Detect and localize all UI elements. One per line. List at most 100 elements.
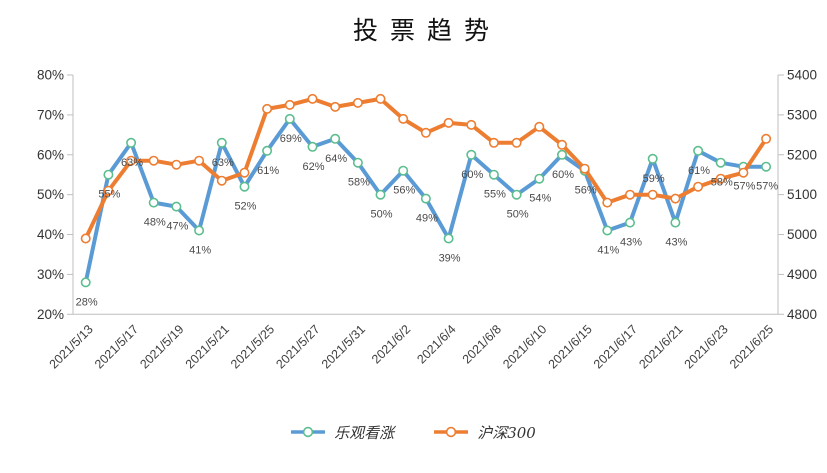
data-point-marker: [579, 163, 590, 174]
data-point-marker: [420, 127, 431, 138]
data-point-marker: [534, 121, 545, 132]
x-axis-tick-label: 2021/6/21: [636, 322, 685, 371]
data-point-label: 41%: [597, 245, 619, 257]
data-point-marker: [624, 189, 635, 200]
x-axis-tick-label: 2021/5/21: [183, 322, 232, 371]
data-point-marker: [466, 119, 477, 130]
data-point-label: 59%: [643, 173, 665, 185]
legend-item-optimistic[interactable]: 乐观看涨: [291, 422, 394, 443]
x-axis-tick-label: 2021/6/2: [369, 322, 413, 366]
data-point-label: 52%: [234, 201, 256, 213]
data-point-marker: [466, 149, 477, 160]
data-point-label: 62%: [302, 161, 324, 173]
legend-item-csi300[interactable]: 沪深300: [434, 422, 536, 443]
data-point-label: 49%: [416, 213, 438, 225]
left-axis-tick-label: 60%: [37, 147, 64, 162]
x-axis-tick-label: 2021/6/10: [500, 322, 549, 371]
data-point-marker: [103, 169, 114, 180]
left-axis-tick-label: 50%: [37, 187, 64, 202]
data-point-label: 57%: [733, 181, 755, 193]
data-point-label: 39%: [439, 253, 461, 265]
data-point-label: 61%: [257, 165, 279, 177]
x-axis-tick-label: 2021/5/25: [228, 322, 277, 371]
legend-marker-optimistic: [291, 426, 326, 438]
left-axis-tick-label: 30%: [37, 267, 64, 282]
data-point-marker: [148, 155, 159, 166]
data-point-marker: [171, 201, 182, 212]
data-point-marker: [602, 197, 613, 208]
data-point-marker: [398, 165, 409, 176]
right-axis-tick-label: 5100: [787, 187, 817, 202]
data-point-marker: [738, 167, 749, 178]
data-point-marker: [647, 153, 658, 164]
left-axis-tick-label: 80%: [37, 68, 64, 83]
data-point-label: 57%: [756, 181, 778, 193]
right-axis-tick-label: 5400: [787, 68, 817, 83]
left-axis-tick-label: 40%: [37, 227, 64, 242]
data-point-marker: [262, 145, 273, 156]
data-point-marker: [488, 137, 499, 148]
data-point-label: 43%: [665, 237, 687, 249]
right-axis-tick-label: 5300: [787, 107, 817, 122]
data-point-marker: [216, 137, 227, 148]
data-point-marker: [216, 175, 227, 186]
data-point-marker: [602, 225, 613, 236]
data-point-label: 56%: [575, 185, 597, 197]
data-point-marker: [330, 133, 341, 144]
right-axis-tick-label: 5200: [787, 147, 817, 162]
data-point-marker: [148, 197, 159, 208]
data-point-marker: [534, 173, 545, 184]
data-point-label: 41%: [189, 245, 211, 257]
data-point-marker: [80, 233, 91, 244]
data-point-marker: [420, 193, 431, 204]
data-point-label: 60%: [552, 169, 574, 181]
data-point-marker: [126, 137, 137, 148]
data-point-label: 63%: [121, 157, 143, 169]
chart-legend: 乐观看涨 沪深300: [0, 420, 827, 444]
data-point-marker: [511, 189, 522, 200]
x-axis-tick-label: 2021/6/15: [546, 322, 595, 371]
chart-title: 投票趋势: [352, 16, 502, 45]
data-point-marker: [330, 101, 341, 112]
data-point-marker: [715, 173, 726, 184]
x-axis-tick-label: 2021/6/4: [414, 322, 458, 366]
data-point-marker: [443, 233, 454, 244]
x-axis-tick-label: 2021/5/27: [273, 322, 322, 371]
data-point-marker: [693, 181, 704, 192]
data-point-marker: [375, 93, 386, 104]
data-point-marker: [103, 185, 114, 196]
data-point-marker: [126, 155, 137, 166]
left-axis-tick-label: 20%: [37, 307, 64, 322]
legend-marker-csi300: [434, 426, 469, 438]
data-point-marker: [556, 139, 567, 150]
data-point-label: 58%: [711, 177, 733, 189]
data-point-label: 47%: [166, 221, 188, 233]
data-point-label: 64%: [325, 153, 347, 165]
data-point-marker: [488, 169, 499, 180]
data-point-marker: [624, 217, 635, 228]
data-point-marker: [307, 141, 318, 152]
data-point-marker: [511, 137, 522, 148]
data-point-marker: [80, 277, 91, 288]
data-point-marker: [443, 117, 454, 128]
legend-label-optimistic: 乐观看涨: [334, 423, 395, 442]
x-axis-tick-label: 2021/5/19: [137, 322, 186, 371]
data-point-marker: [375, 189, 386, 200]
data-point-marker: [761, 161, 772, 172]
x-axis-tick-label: 2021/6/25: [727, 322, 776, 371]
x-axis-tick-label: 2021/6/17: [591, 322, 640, 371]
data-point-marker: [647, 189, 658, 200]
right-axis-tick-label: 4800: [787, 307, 817, 322]
x-axis-tick-label: 2021/5/31: [319, 322, 368, 371]
data-point-label: 50%: [507, 209, 529, 221]
data-point-marker: [194, 225, 205, 236]
data-point-label: 60%: [461, 169, 483, 181]
data-point-label: 61%: [688, 165, 710, 177]
data-point-marker: [194, 155, 205, 166]
data-point-marker: [670, 217, 681, 228]
right-axis-tick-label: 5000: [787, 227, 817, 242]
legend-label-csi300: 沪深300: [477, 423, 536, 442]
data-point-label: 55%: [98, 189, 120, 201]
